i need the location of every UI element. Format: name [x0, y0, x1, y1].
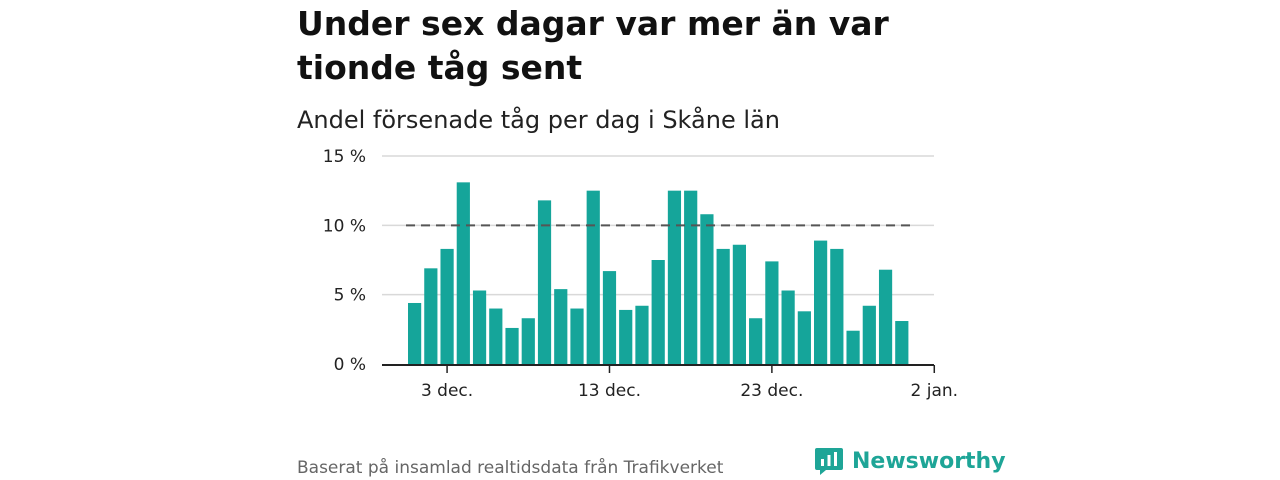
x-tick-label: 3 dec.: [421, 381, 473, 401]
chart-subtitle: Andel försenade tåg per dag i Skåne län: [297, 106, 780, 134]
bar: [424, 268, 438, 364]
bar: [521, 318, 535, 364]
bar: [765, 261, 779, 364]
y-tick-label: 15 %: [323, 147, 366, 167]
x-tick-label: 13 dec.: [578, 381, 641, 401]
bar: [716, 248, 730, 364]
bar: [878, 269, 893, 364]
y-tick-label: 0 %: [334, 355, 366, 375]
newsworthy-logo: Newsworthy: [814, 446, 1006, 476]
bar: [700, 214, 714, 364]
bar: [440, 248, 454, 364]
x-tick-label: 23 dec.: [740, 381, 803, 401]
x-axis: [382, 364, 936, 373]
bar: [456, 182, 470, 364]
bar: [570, 308, 584, 364]
bar: [651, 260, 665, 364]
bar: [619, 309, 633, 364]
y-tick-label: 5 %: [334, 286, 366, 306]
bar: [586, 190, 600, 364]
bar-chart: 0 % 5 % 10 % 15 % 3 dec. 13 dec. 23 dec. 2 jan…: [323, 147, 958, 401]
bar: [862, 305, 876, 364]
newsworthy-logo-icon: [815, 448, 843, 475]
x-tick-label: 2 jan.: [911, 381, 959, 401]
bar: [554, 289, 568, 364]
bar: [830, 248, 844, 364]
y-tick-label: 10 %: [323, 216, 366, 236]
newsworthy-logo-text: Newsworthy: [852, 448, 1006, 474]
x-axis-labels: 3 dec. 13 dec. 23 dec. 2 jan.: [421, 381, 958, 401]
bar: [797, 311, 811, 364]
source-note: Baserat på insamlad realtidsdata från Tr…: [297, 458, 724, 478]
bars: [408, 182, 909, 364]
bar: [537, 200, 552, 364]
bar: [505, 327, 519, 364]
bar: [895, 321, 909, 364]
bar: [667, 190, 682, 364]
chart-title: Under sex dagar var mer än var tionde tå…: [297, 4, 889, 87]
bar: [732, 244, 746, 364]
bar: [749, 318, 763, 364]
bar: [635, 305, 649, 364]
bar: [602, 271, 617, 364]
bar: [472, 290, 487, 364]
bar: [781, 290, 795, 364]
bar: [846, 330, 860, 364]
bar: [684, 190, 698, 364]
bar: [814, 240, 828, 364]
y-axis-labels: 0 % 5 % 10 % 15 %: [323, 147, 366, 375]
bar: [489, 308, 503, 364]
bar: [408, 302, 422, 364]
